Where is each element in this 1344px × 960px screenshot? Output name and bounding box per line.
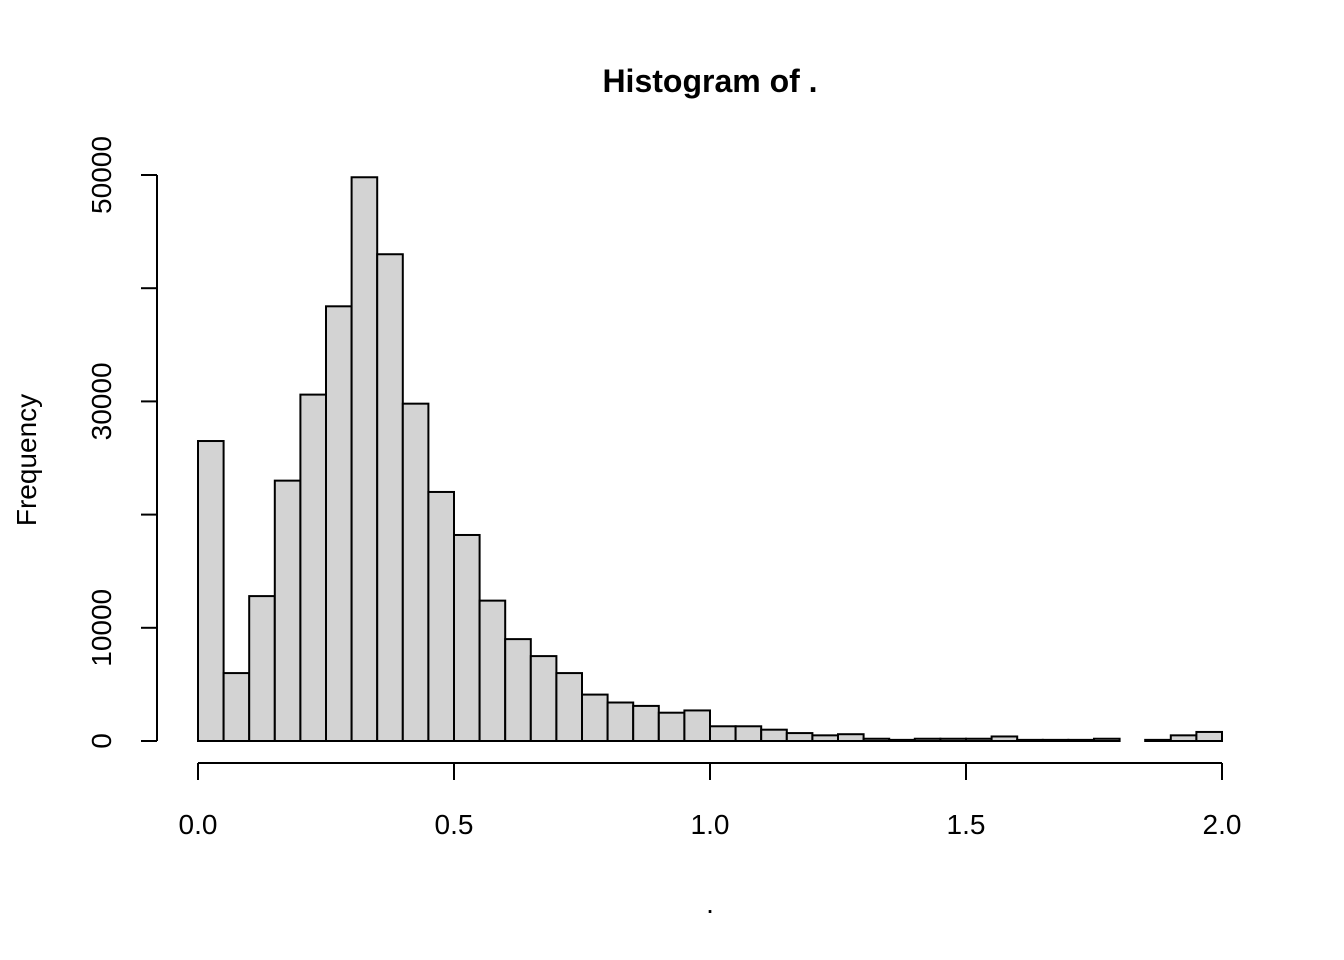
histogram-bar: [1016, 738, 1044, 742]
x-tick-label: 0.0: [179, 809, 218, 840]
histogram-bar: [325, 305, 353, 742]
bars-group: [197, 176, 1224, 743]
y-tick-label: 30000: [86, 362, 117, 440]
histogram-bar: [478, 599, 507, 742]
x-axis-label: .: [706, 888, 714, 919]
chart-title: Histogram of .: [602, 63, 817, 99]
histogram-bar: [248, 595, 276, 742]
histogram-bar: [555, 672, 584, 743]
histogram-bar: [837, 733, 865, 743]
histogram-bar: [1067, 738, 1096, 742]
histogram-bar: [606, 701, 635, 743]
histogram-bar: [197, 440, 225, 742]
histogram-bar: [632, 704, 660, 742]
histogram-bar: [734, 725, 763, 743]
histogram-bar: [299, 393, 327, 742]
histogram-bar: [913, 737, 942, 742]
histogram-bar: [1169, 734, 1198, 743]
histogram-bar: [453, 533, 481, 742]
histogram-bar: [401, 402, 430, 742]
histogram-bar: [504, 638, 532, 742]
y-tick-label: 10000: [86, 589, 117, 667]
histogram-bar: [427, 490, 455, 742]
y-tick-label: 50000: [86, 136, 117, 214]
histogram-bar: [581, 693, 609, 743]
y-tick-label: 0: [86, 733, 117, 749]
histogram-bar: [529, 655, 558, 742]
x-tick-label: 1.0: [691, 809, 730, 840]
x-axis: 0.0 0.5 1.0 1.5 2.0: [179, 762, 1242, 840]
x-tick-label: 1.5: [947, 809, 986, 840]
y-axis: 0 10000 30000 50000: [86, 136, 158, 749]
histogram-bar: [785, 732, 814, 743]
histogram-bar: [965, 737, 993, 742]
histogram-bar: [939, 737, 968, 742]
histogram-bar: [1093, 737, 1121, 742]
histogram-bar: [222, 672, 251, 743]
histogram-bar: [657, 711, 686, 743]
histogram-bar: [760, 728, 788, 742]
histogram-bar: [1144, 738, 1172, 742]
histogram-bar: [888, 738, 916, 742]
histogram-bar: [1195, 730, 1224, 743]
histogram-bar: [811, 734, 840, 743]
histogram-bar: [683, 709, 712, 743]
histogram-bar: [1041, 738, 1070, 742]
histogram-bar: [862, 737, 891, 742]
histogram-bar: [350, 176, 379, 742]
x-tick-label: 2.0: [1203, 809, 1242, 840]
histogram-bar: [376, 253, 404, 743]
histogram-bar: [990, 735, 1019, 742]
histogram-bar: [709, 725, 737, 743]
histogram-bar: [273, 479, 302, 742]
y-axis-label: Frequency: [11, 394, 42, 526]
x-tick-label: 0.5: [435, 809, 474, 840]
